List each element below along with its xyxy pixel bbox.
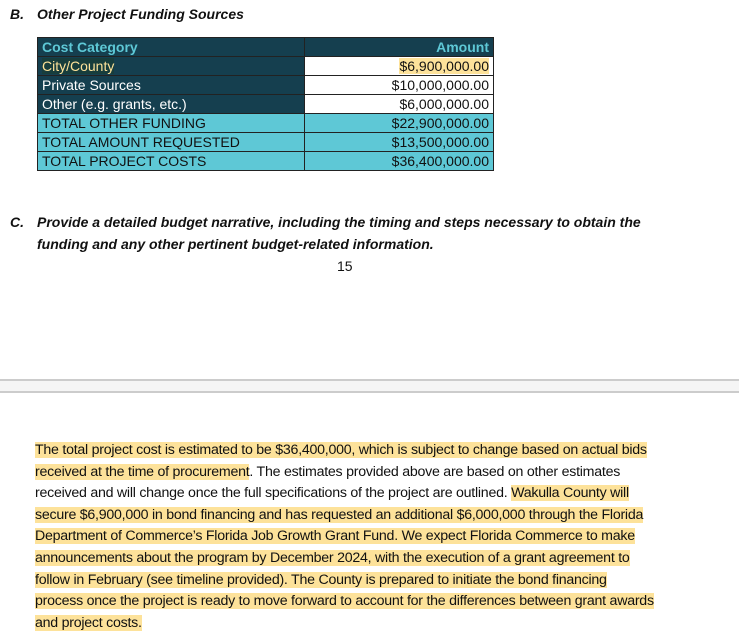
highlighted-text: Wakulla County will	[511, 485, 629, 502]
narrative-line: and project costs.	[35, 613, 654, 634]
page-number: 15	[337, 258, 353, 274]
amount-cell: $36,400,000.00	[304, 151, 494, 171]
amount-cell: $10,000,000.00	[304, 75, 494, 95]
table-row: Other (e.g. grants, etc.) $6,000,000.00	[37, 94, 494, 114]
narrative-line: received at the time of procurement. The…	[35, 462, 654, 484]
section-c-heading: C. Provide a detailed budget narrative, i…	[10, 214, 641, 252]
category-cell: Other (e.g. grants, etc.)	[37, 94, 305, 114]
highlighted-text: received at the time of procurement	[35, 463, 250, 480]
narrative-text: . The estimates provided above are based…	[249, 463, 621, 480]
funding-sources-table: Cost Category Amount City/County $6,900,…	[37, 37, 494, 171]
table-row: TOTAL AMOUNT REQUESTED $13,500,000.00	[37, 132, 494, 152]
section-b-heading: B. Other Project Funding Sources	[10, 6, 244, 22]
amount-cell: $6,000,000.00	[304, 94, 494, 114]
header-amount: Amount	[304, 37, 494, 57]
category-cell: TOTAL OTHER FUNDING	[37, 113, 305, 133]
category-cell: Private Sources	[37, 75, 305, 95]
narrative-line: process once the project is ready to mov…	[35, 591, 654, 613]
narrative-line: follow in February (see timeline provide…	[35, 570, 654, 592]
narrative-line: The total project cost is estimated to b…	[35, 440, 654, 462]
narrative-line: Department of Commerce’s Florida Job Gro…	[35, 526, 654, 548]
budget-narrative: The total project cost is estimated to b…	[35, 440, 654, 634]
highlighted-text: process once the project is ready to mov…	[35, 593, 654, 610]
table-row: City/County $6,900,000.00	[37, 56, 494, 76]
highlighted-text: secure $6,900,000 in bond financing and …	[35, 506, 644, 523]
highlighted-text: The total project cost is estimated to b…	[35, 442, 647, 458]
narrative-line: received and will change once the full s…	[35, 483, 654, 505]
highlighted-text: Department of Commerce’s Florida Job Gro…	[35, 528, 635, 545]
narrative-text: received and will change once the full s…	[35, 485, 512, 502]
header-cost-category: Cost Category	[37, 37, 305, 57]
amount-cell: $13,500,000.00	[304, 132, 494, 152]
highlighted-text: follow in February (see timeline provide…	[35, 571, 607, 588]
narrative-line: announcements about the program by Decem…	[35, 548, 654, 570]
category-cell: TOTAL PROJECT COSTS	[37, 151, 305, 171]
highlighted-text: announcements about the program by Decem…	[35, 549, 630, 566]
category-cell: TOTAL AMOUNT REQUESTED	[37, 132, 305, 152]
amount-cell: $6,900,000.00	[399, 58, 489, 74]
page-break	[0, 379, 739, 393]
table-row: Private Sources $10,000,000.00	[37, 75, 494, 95]
narrative-line: secure $6,900,000 in bond financing and …	[35, 505, 654, 527]
highlighted-text: and project costs.	[35, 614, 142, 631]
table-row: TOTAL PROJECT COSTS $36,400,000.00	[37, 151, 494, 171]
category-cell: City/County	[42, 58, 115, 74]
table-row: TOTAL OTHER FUNDING $22,900,000.00	[37, 113, 494, 133]
table-header-row: Cost Category Amount	[37, 37, 494, 57]
amount-cell: $22,900,000.00	[304, 113, 494, 133]
